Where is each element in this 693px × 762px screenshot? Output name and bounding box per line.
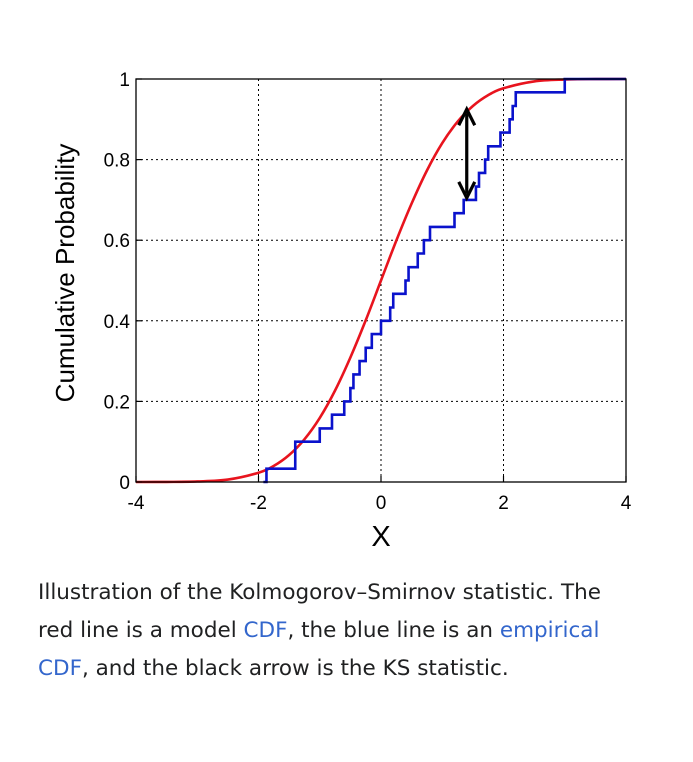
y-tick-label: 1 <box>119 70 130 91</box>
ks-statistic-chart: -4 -2 0 2 4 0 0.2 0.4 0.6 0.8 1 X Cumulative Proba… <box>50 70 632 553</box>
chart-series <box>135 77 627 484</box>
x-tick-label: 2 <box>498 493 509 514</box>
ks-arrow-annotation <box>457 105 477 202</box>
x-tick-label: 0 <box>376 493 387 514</box>
y-tick-label: 0.2 <box>104 392 130 413</box>
arrow-head-down <box>457 181 477 202</box>
caption-text-1: Illustration of the Kolmogorov–Smirnov s… <box>38 580 601 643</box>
axis-ticks: -4 -2 0 2 4 0 0.2 0.4 0.6 0.8 1 <box>104 70 632 514</box>
cdf-link[interactable]: CDF <box>243 618 288 643</box>
figure-caption: Illustration of the Kolmogorov–Smirnov s… <box>38 574 638 688</box>
y-tick-label: 0.6 <box>104 231 130 252</box>
y-axis-label: Cumulative Probability <box>50 144 80 403</box>
caption-text-2: , the blue line is an <box>287 618 500 643</box>
x-tick-label: -2 <box>250 493 267 514</box>
y-tick-label: 0.8 <box>104 151 130 172</box>
x-axis-label: X <box>371 521 390 553</box>
x-tick-label: 4 <box>621 493 632 514</box>
empirical-cdf-link[interactable]: empirical CDF <box>38 618 600 681</box>
empirical-cdf-line <box>263 77 626 484</box>
x-tick-label: -4 <box>128 493 145 514</box>
arrow-head-up <box>457 105 477 126</box>
model-cdf-line <box>135 77 627 484</box>
caption-text-3: , and the black arrow is the KS statisti… <box>81 656 509 681</box>
y-tick-label: 0 <box>119 473 130 494</box>
y-tick-label: 0.4 <box>104 312 131 333</box>
